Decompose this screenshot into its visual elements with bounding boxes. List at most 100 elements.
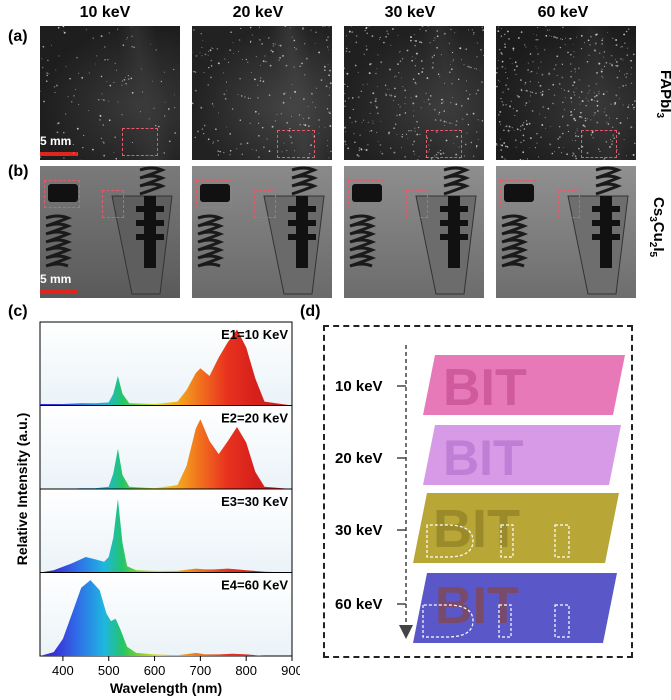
noise-dot [604,157,606,159]
noise-dot [632,153,635,156]
noise-dot [348,50,351,53]
xray-image-b-30kev [344,166,484,298]
noise-dot [433,54,436,57]
noise-dot [387,32,389,35]
noise-dot [395,75,397,78]
noise-dot [455,124,457,126]
noise-dot [304,43,306,45]
noise-dot [211,47,212,49]
noise-dot [414,57,416,59]
noise-dot [125,83,127,85]
noise-dot [475,68,477,70]
noise-dot [245,58,247,61]
noise-dot [460,59,462,61]
noise-dot [131,26,133,28]
noise-dot [223,151,225,154]
noise-dot [54,91,56,94]
noise-dot [535,38,537,41]
noise-dot [452,60,454,62]
noise-dot [626,47,629,49]
noise-dot [631,104,634,106]
noise-dot [113,82,115,83]
noise-dot [505,71,507,74]
noise-dot [469,93,471,96]
noise-dot [594,96,596,98]
noise-dot [577,67,580,70]
noise-dot [590,119,592,121]
noise-dot [368,72,371,75]
noise-dot [131,141,133,144]
noise-dot [573,51,575,53]
noise-dot [615,65,618,67]
panel-label-d: (d) [300,303,321,320]
noise-dot [483,54,485,57]
noise-dot [427,25,429,27]
noise-dot [570,63,572,65]
noise-dot [464,143,467,146]
noise-dot [570,114,572,117]
noise-dot [503,129,505,131]
noise-dot [522,159,524,161]
noise-dot [268,94,271,96]
noise-dot [329,82,332,85]
noise-dot [229,133,232,135]
noise-dot [612,126,614,128]
noise-dot [459,47,462,50]
noise-dot [633,108,635,110]
noise-dot [512,107,515,110]
noise-dot [419,133,421,136]
noise-dot [400,77,402,79]
noise-dot [630,59,632,62]
noise-dot [607,123,610,125]
noise-dot [439,119,442,122]
noise-dot [255,149,258,152]
noise-dot [240,143,242,145]
noise-dot [500,124,502,126]
noise-dot [577,135,580,138]
noise-dot [347,147,350,150]
noise-dot [398,72,400,74]
noise-dot [386,31,388,32]
noise-dot [389,88,390,90]
noise-dot [308,117,310,119]
noise-dot [528,122,531,125]
column-header-20kev: 20 keV [232,4,284,21]
column-header-10kev: 10 keV [79,4,131,21]
noise-dot [113,151,115,153]
noise-dot [201,128,204,130]
noise-dot [521,124,524,127]
noise-dot [619,98,621,100]
noise-dot [548,72,551,75]
noise-dot [314,106,316,108]
noise-dot [562,26,564,28]
noise-dot [251,148,253,150]
noise-dot [523,43,526,46]
noise-dot [548,88,550,91]
noise-dot [251,34,253,36]
noise-dot [216,48,219,50]
noise-dot [123,78,126,81]
noise-dot [456,135,459,138]
noise-dot [470,141,473,144]
noise-dot [63,31,66,34]
noise-dot [357,96,360,99]
noise-dot [597,110,599,112]
noise-dot [217,139,219,142]
noise-dot [364,29,366,32]
noise-dot [241,59,243,61]
noise-dot [570,110,573,113]
noise-dot [194,71,196,73]
noise-dot [598,93,600,95]
noise-dot [541,93,544,96]
noise-dot [610,139,612,140]
noise-dot [311,92,313,95]
noise-dot [567,90,570,93]
noise-dot [201,55,203,57]
noise-dot [531,91,534,94]
noise-dot [387,29,389,31]
noise-dot [228,61,230,63]
noise-dot [127,78,130,80]
scale-bar [40,290,78,294]
noise-dot [370,101,372,104]
noise-dot [497,79,499,81]
